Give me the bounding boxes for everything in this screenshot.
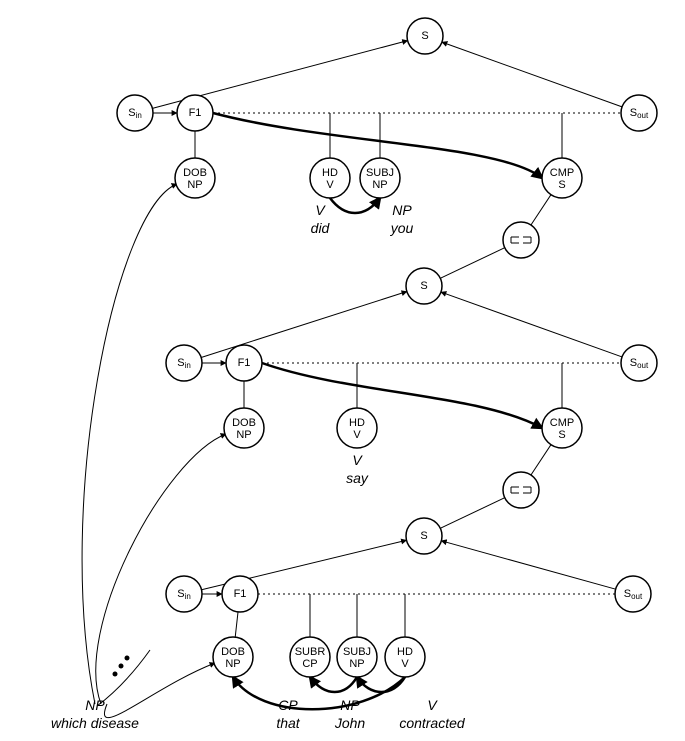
svg-text:HD: HD [349,417,365,429]
tree-node: DOBNP [224,408,264,448]
svg-text:say: say [346,470,369,486]
tree-edge [442,42,622,107]
tree-edge [440,498,504,529]
tree-node: Sin [166,576,202,612]
svg-text:V: V [401,658,409,670]
svg-text:you: you [390,220,414,236]
svg-text:which disease: which disease [51,715,139,731]
leaf-label: Vcontracted [399,697,466,731]
svg-text:S: S [420,530,427,542]
svg-text:F1: F1 [238,357,251,369]
leaf-label: Vdid [311,202,331,236]
tree-node: Sout [615,576,651,612]
svg-text:CP: CP [302,658,317,670]
svg-text:contracted: contracted [399,715,466,731]
tree-node: SUBJNP [360,158,400,198]
tree-node: Sin [117,95,153,131]
svg-text:HD: HD [322,167,338,179]
svg-text:did: did [311,220,331,236]
leaf-label: NP you [390,202,414,236]
svg-text:F1: F1 [234,588,247,600]
tree-node: HDV [385,637,425,677]
svg-text:HD: HD [397,646,413,658]
movement-arc [310,677,357,692]
long-dependency-arc [104,663,215,718]
tree-node [503,472,539,508]
svg-text:NP: NP [236,429,251,441]
svg-text:CMP: CMP [550,417,574,429]
svg-text:John: John [334,715,366,731]
tree-node: HDV [310,158,350,198]
tree-node: HDV [337,408,377,448]
svg-text:V: V [353,429,361,441]
tree-node: S [407,18,443,54]
tree-edge [235,612,238,637]
svg-text:that: that [276,715,300,731]
tree-edge [201,291,407,357]
tree-edge [531,445,551,475]
svg-text:S: S [558,429,565,441]
tree-node [503,222,539,258]
tree-node: Sout [621,345,657,381]
leaf-label: Vsay [346,452,369,486]
long-dependency-arc [82,184,177,704]
svg-text:CMP: CMP [550,167,574,179]
tree-node: CMPS [542,158,582,198]
svg-text:NP: NP [392,202,412,218]
syntax-tree-diagram: SSinF1SoutDOBNPHDVSUBJNPCMPSSSinF1SoutDO… [0,0,685,741]
tree-node: S [406,268,442,304]
svg-text:SUBJ: SUBJ [343,646,371,658]
svg-text:V: V [326,179,334,191]
tree-node: SUBRCP [290,637,330,677]
svg-text:NP: NP [85,697,105,713]
svg-text:DOB: DOB [232,417,256,429]
movement-arc [262,363,542,428]
svg-text:NP: NP [225,658,240,670]
tree-edge [441,541,615,589]
svg-text:CP: CP [278,697,298,713]
svg-text:SUBR: SUBR [295,646,326,658]
svg-text:NP: NP [340,697,360,713]
svg-text:V: V [427,697,438,713]
tree-node: F1 [226,345,262,381]
svg-text:NP: NP [349,658,364,670]
svg-text:V: V [315,202,326,218]
tree-node: F1 [222,576,258,612]
svg-text:DOB: DOB [183,167,207,179]
long-dependency-arc [96,434,226,704]
fan-arc [97,650,150,706]
tree-node: F1 [177,95,213,131]
tree-node: DOBNP [213,637,253,677]
leaf-label: CP that [276,697,300,731]
tree-node: SUBJNP [337,637,377,677]
tree-node: CMPS [542,408,582,448]
svg-text:S: S [420,280,427,292]
leaf-label: NP which disease [51,697,139,731]
tree-node: Sin [166,345,202,381]
svg-text:SUBJ: SUBJ [366,167,394,179]
svg-text:NP: NP [372,179,387,191]
tree-edge [440,248,504,279]
tree-edge [531,195,551,225]
svg-text:S: S [558,179,565,191]
tree-node: S [406,518,442,554]
movement-arc [330,198,380,213]
svg-text:F1: F1 [189,107,202,119]
tree-node: DOBNP [175,158,215,198]
svg-text:DOB: DOB [221,646,245,658]
tree-edge [441,292,622,357]
svg-text:S: S [421,30,428,42]
svg-text:V: V [352,452,363,468]
tree-node: Sout [621,95,657,131]
svg-text:NP: NP [187,179,202,191]
